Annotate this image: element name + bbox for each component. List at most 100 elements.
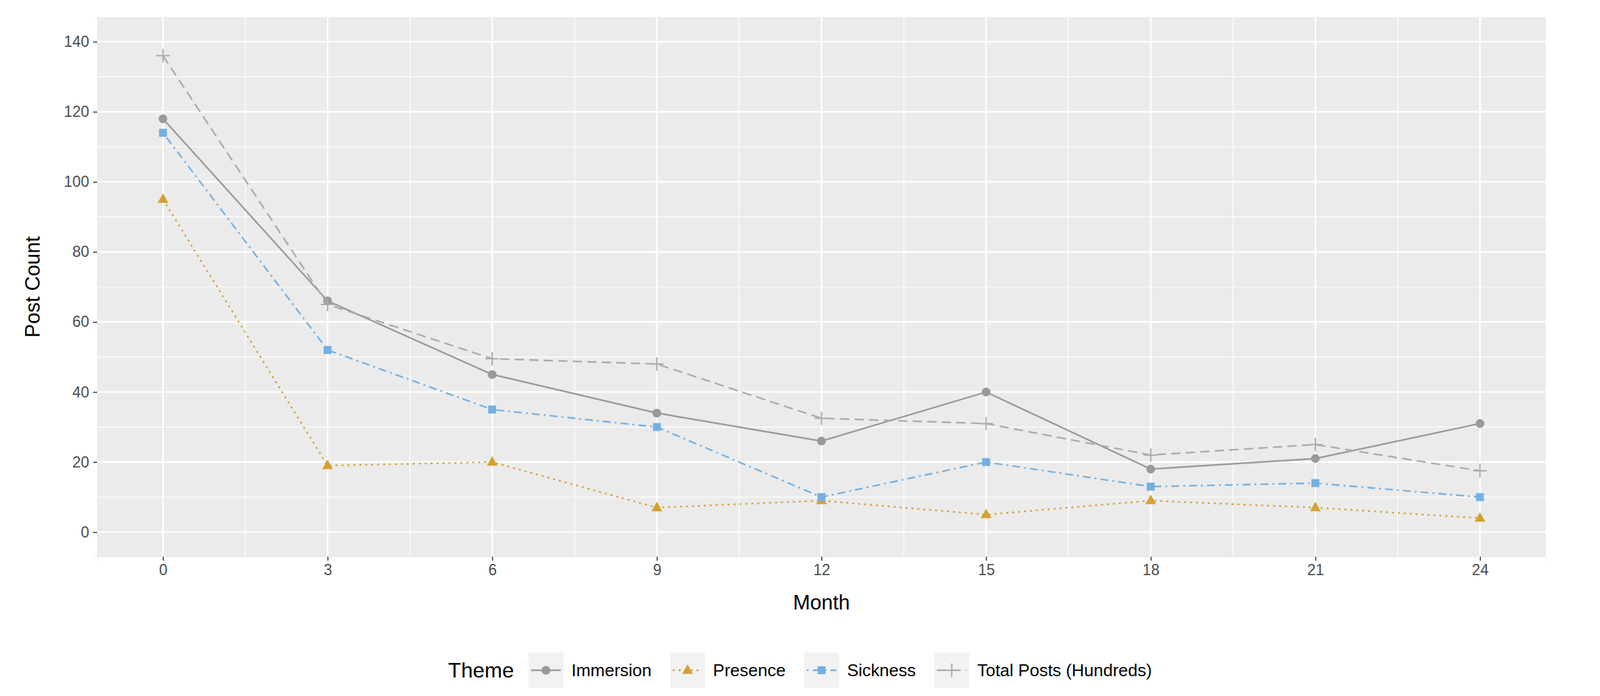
tick: 40 bbox=[72, 383, 98, 401]
series-line bbox=[163, 199, 1481, 519]
tick-mark bbox=[492, 556, 494, 561]
grid-y bbox=[97, 181, 1546, 183]
point bbox=[323, 346, 332, 355]
point bbox=[488, 405, 497, 414]
point bbox=[485, 352, 499, 366]
grid-y bbox=[97, 110, 1546, 113]
legend-key bbox=[934, 653, 970, 689]
point bbox=[982, 458, 991, 467]
tick-mark bbox=[1315, 556, 1317, 561]
tick-mark bbox=[821, 556, 823, 561]
tick-label: 21 bbox=[1307, 561, 1325, 579]
x-axis-title: Month bbox=[792, 591, 850, 615]
series-group bbox=[155, 48, 1487, 522]
point bbox=[650, 357, 664, 371]
tick-mark bbox=[985, 556, 987, 561]
tick-label: 15 bbox=[977, 561, 995, 579]
grid-x bbox=[985, 17, 987, 557]
tick-mark bbox=[93, 251, 98, 254]
tick-mark bbox=[93, 41, 98, 43]
point bbox=[652, 408, 662, 418]
grid-x bbox=[655, 17, 658, 557]
grid-y bbox=[97, 391, 1546, 393]
grid-y bbox=[97, 461, 1546, 464]
point bbox=[981, 508, 992, 518]
tick-label: 120 bbox=[64, 103, 90, 121]
point bbox=[1311, 479, 1320, 488]
legend-item: Sickness bbox=[803, 653, 916, 689]
tick-label: 0 bbox=[159, 561, 168, 579]
tick: 21 bbox=[1307, 556, 1325, 579]
tick-label: 20 bbox=[72, 453, 90, 472]
tick-label: 0 bbox=[80, 523, 90, 542]
y-axis-title: Post Count bbox=[21, 235, 45, 338]
tick: 120 bbox=[64, 103, 98, 121]
legend-marker bbox=[944, 663, 958, 678]
tick-label: 12 bbox=[813, 561, 831, 579]
legend-marker bbox=[541, 665, 551, 675]
point bbox=[157, 193, 169, 203]
point bbox=[486, 456, 498, 466]
x-axis: 0 3 6 9 12 15 18 21 24 bbox=[97, 556, 1547, 579]
grid bbox=[97, 17, 1546, 557]
series-line bbox=[163, 55, 1481, 472]
tick-mark bbox=[327, 556, 329, 561]
tick: 9 bbox=[652, 556, 662, 579]
tick-label: 9 bbox=[652, 561, 662, 579]
tick: 6 bbox=[488, 556, 497, 579]
legend-label: Presence bbox=[712, 660, 786, 681]
tick-mark bbox=[656, 556, 658, 561]
tick: 0 bbox=[80, 523, 98, 542]
grid-y bbox=[97, 531, 1546, 534]
tick: 12 bbox=[813, 556, 831, 579]
grid-x bbox=[1314, 17, 1316, 557]
point bbox=[979, 416, 993, 431]
point bbox=[814, 411, 828, 425]
legend-marker bbox=[817, 666, 826, 675]
point bbox=[322, 459, 333, 470]
point bbox=[1145, 494, 1157, 505]
tick: 100 bbox=[64, 173, 98, 191]
grid-x bbox=[491, 17, 493, 557]
point bbox=[1473, 464, 1487, 478]
legend-item: Presence bbox=[669, 653, 786, 689]
tick-label: 140 bbox=[64, 33, 90, 51]
point bbox=[1311, 454, 1320, 464]
legend-item: Immersion bbox=[528, 653, 652, 689]
y-axis: 0 20 40 60 80 100 120 140 bbox=[64, 17, 98, 558]
legend-marker bbox=[682, 664, 693, 674]
tick: 24 bbox=[1471, 556, 1490, 579]
point bbox=[159, 128, 168, 137]
tick-label: 18 bbox=[1142, 561, 1161, 579]
tick-label: 3 bbox=[323, 561, 333, 579]
legend-label: Sickness bbox=[846, 660, 916, 681]
tick: 3 bbox=[323, 556, 333, 579]
tick-mark bbox=[1150, 556, 1153, 561]
grid-y bbox=[97, 321, 1546, 323]
panel-background bbox=[97, 17, 1546, 557]
grid-x bbox=[820, 17, 822, 557]
tick: 60 bbox=[72, 313, 98, 331]
tick: 20 bbox=[72, 453, 98, 472]
grid-y bbox=[97, 251, 1546, 253]
series-line bbox=[163, 118, 1481, 470]
series-line bbox=[163, 132, 1481, 498]
tick-mark bbox=[162, 556, 164, 561]
plot: 0 3 6 9 12 15 18 21 24 0 20 40 60 80 100 120 140 bbox=[64, 17, 1547, 579]
point bbox=[158, 114, 168, 123]
grid-x bbox=[1150, 17, 1152, 557]
grid-x bbox=[327, 17, 329, 557]
tick-label: 6 bbox=[488, 561, 497, 579]
point bbox=[1308, 437, 1322, 452]
tick-mark bbox=[93, 181, 98, 183]
tick: 0 bbox=[159, 556, 168, 579]
legend-item: Total Posts (Hundreds) bbox=[934, 653, 1152, 689]
tick-mark bbox=[93, 321, 98, 324]
point bbox=[1146, 482, 1155, 491]
grid-x bbox=[161, 17, 164, 557]
tick: 80 bbox=[72, 243, 98, 261]
axis-line bbox=[97, 557, 1547, 562]
legend-title: Theme bbox=[447, 658, 514, 683]
axis-line bbox=[93, 17, 98, 558]
legend-label: Total Posts (Hundreds) bbox=[977, 660, 1152, 681]
